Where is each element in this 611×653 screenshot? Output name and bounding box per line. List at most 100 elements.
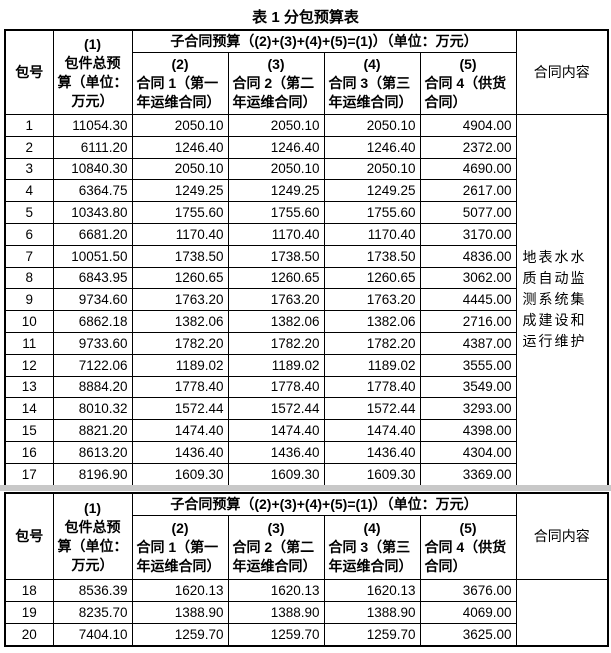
cell-amount: 8884.20 [52, 375, 133, 399]
cell-amount: 1189.02 [227, 353, 325, 377]
cell-amount: 1755.60 [131, 201, 229, 224]
cell-amount: 1189.02 [131, 353, 229, 377]
cell-amount: 4304.00 [419, 440, 517, 464]
header-line: (2) [171, 520, 189, 536]
cell-package-no: 9 [4, 288, 54, 312]
cell-amount: 4445.00 [419, 288, 517, 312]
cell-amount: 3293.00 [419, 397, 517, 421]
cell-amount: 3625.00 [419, 623, 517, 647]
cell-amount: 1382.06 [323, 310, 421, 333]
header-line: 年运维合同） [328, 558, 413, 574]
header-contract-3: (4) 合同 3（第三 年运维合同） [323, 52, 421, 115]
cell-amount: 3676.00 [419, 579, 517, 602]
cell-amount: 8821.20 [52, 419, 133, 442]
header-line: 年运维合同） [136, 558, 221, 574]
cell-amount: 1778.40 [131, 375, 229, 399]
cell-amount: 6364.75 [52, 179, 133, 203]
cell-amount: 1246.40 [227, 135, 325, 159]
header-line: 算（单位： [57, 73, 128, 90]
header-line: 合同 1（第一 [136, 75, 219, 91]
header-line: 年运维合同） [232, 558, 317, 574]
cell-amount: 1249.25 [323, 179, 421, 203]
cell-amount: 1572.44 [131, 397, 229, 421]
header-line: 包件总预 [64, 518, 121, 535]
cell-amount: 1763.20 [227, 288, 325, 312]
table-title: 表 1 分包预算表 [252, 9, 359, 26]
cell-amount: 1778.40 [227, 375, 325, 399]
cell-amount: 1260.65 [227, 266, 325, 290]
cell-package-no: 20 [4, 623, 54, 647]
cell-amount: 9733.60 [52, 331, 133, 355]
header-line: 合同 3（第三 [328, 539, 411, 555]
table-row: 12 7122.06 1189.02 1189.02 1189.02 3555.00 [4, 353, 608, 377]
cell-amount: 1170.40 [323, 222, 421, 246]
table-row: 17 8196.90 1609.30 1609.30 1609.30 3369.00 [4, 462, 608, 487]
cell-package-no: 1 [4, 114, 54, 137]
header-contract-4: (5) 合同 4（供货 合同） [419, 515, 517, 580]
header-contract-2: (3) 合同 2（第二 年运维合同） [227, 515, 325, 580]
table-row: 19 8235.70 1388.90 1388.90 1388.90 4069.00 [4, 601, 608, 624]
cell-amount: 1382.06 [227, 310, 325, 333]
cell-amount: 8196.90 [52, 462, 133, 487]
header-contract-content: 合同内容 [515, 492, 609, 580]
header-line: 万元） [71, 556, 114, 573]
header-sub-contract-group: 子合同预算（(2)+(3)+(4)+(5)=(1)）（单位：万元） [131, 29, 517, 53]
header-package-no: 包号 [4, 29, 54, 115]
cell-amount: 10343.80 [52, 201, 133, 224]
cell-amount: 1782.20 [323, 331, 421, 355]
cell-amount: 1170.40 [227, 222, 325, 246]
cell-amount: 9734.60 [52, 288, 133, 312]
cell-amount: 1755.60 [323, 201, 421, 224]
cell-amount: 8235.70 [52, 601, 133, 624]
cell-amount: 7122.06 [52, 353, 133, 377]
cell-contract-content: 地表水水质自动监测系统集成建设和运行维护 [515, 113, 609, 487]
cell-contract-content [515, 579, 609, 647]
table-row: 4 6364.75 1249.25 1249.25 1249.25 2617.00 [4, 179, 608, 203]
cell-package-no: 10 [4, 310, 54, 333]
cell-package-no: 11 [4, 331, 54, 355]
header-line: (4) [363, 520, 381, 536]
header-line: (5) [459, 56, 477, 72]
header-line: 合同 3（第三 [328, 75, 411, 91]
header-line: 算（单位： [57, 537, 128, 554]
cell-amount: 1572.44 [323, 397, 421, 421]
header-line: (5) [459, 520, 477, 536]
header-line: 年运维合同） [232, 94, 317, 110]
header-sub-contract-group: 子合同预算（(2)+(3)+(4)+(5)=(1)）（单位：万元） [131, 492, 517, 516]
cell-package-no: 3 [4, 157, 54, 181]
header-contract-1: (2) 合同 1（第一 年运维合同） [131, 515, 229, 580]
cell-package-no: 18 [4, 579, 54, 602]
cell-amount: 1249.25 [131, 179, 229, 203]
cell-amount: 1388.90 [227, 601, 325, 624]
cell-amount: 2050.10 [227, 157, 325, 181]
cell-package-no: 14 [4, 397, 54, 421]
cell-amount: 3062.00 [419, 266, 517, 290]
header-line: 年运维合同） [328, 94, 413, 110]
cell-amount: 1609.30 [227, 462, 325, 487]
page-break-divider [0, 485, 611, 491]
cell-amount: 1259.70 [227, 623, 325, 647]
cell-amount: 1260.65 [131, 266, 229, 290]
cell-amount: 4904.00 [419, 114, 517, 137]
cell-amount: 1782.20 [227, 331, 325, 355]
table-row: 10 6862.18 1382.06 1382.06 1382.06 2716.00 [4, 310, 608, 333]
header-line: 万元） [71, 92, 114, 109]
header-line: 年运维合同） [136, 94, 221, 110]
cell-amount: 1246.40 [323, 135, 421, 159]
header-line: (1) [83, 499, 102, 516]
cell-amount: 10840.30 [52, 157, 133, 181]
header-line: (3) [267, 56, 285, 72]
budget-table-part-2: 包号 (1) 包件总预 算（单位： 万元） 子合同预算（(2)+(3)+(4)+(5)=(… [4, 492, 609, 647]
cell-amount: 1259.70 [323, 623, 421, 647]
cell-amount: 2050.10 [323, 114, 421, 137]
header-contract-4: (5) 合同 4（供货 合同） [419, 52, 517, 115]
cell-amount: 1260.65 [323, 266, 421, 290]
cell-amount: 2617.00 [419, 179, 517, 203]
cell-amount: 1170.40 [131, 222, 229, 246]
cell-package-no: 13 [4, 375, 54, 399]
cell-package-no: 12 [4, 353, 54, 377]
header-contract-1: (2) 合同 1（第一 年运维合同） [131, 52, 229, 115]
cell-amount: 4836.00 [419, 244, 517, 268]
cell-amount: 1572.44 [227, 397, 325, 421]
cell-amount: 1388.90 [323, 601, 421, 624]
